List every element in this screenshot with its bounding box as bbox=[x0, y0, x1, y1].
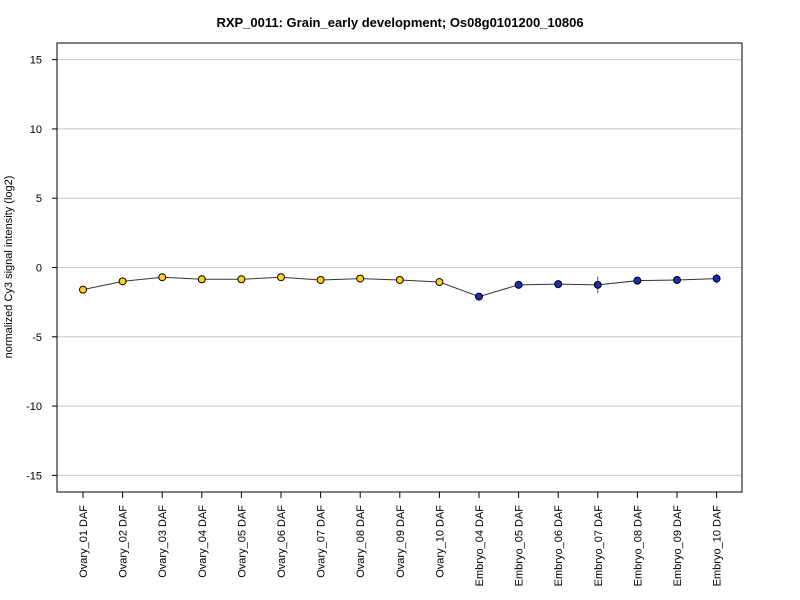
x-tick-label: Embryo_04 DAF bbox=[474, 505, 486, 587]
data-point bbox=[633, 276, 642, 285]
y-axis-label: normalized Cy3 signal intensity (log2) bbox=[3, 176, 15, 359]
x-tick-label: Embryo_09 DAF bbox=[672, 505, 684, 587]
data-point bbox=[554, 280, 563, 289]
series-layer bbox=[79, 273, 721, 301]
data-point bbox=[316, 275, 325, 284]
data-point bbox=[673, 275, 681, 284]
data-point bbox=[277, 273, 285, 282]
x-tick-label: Ovary_06 DAF bbox=[276, 505, 288, 578]
x-tick-label: Ovary_04 DAF bbox=[197, 505, 209, 578]
x-tick-label: Ovary_09 DAF bbox=[395, 505, 407, 578]
y-tick-label: -15 bbox=[26, 470, 42, 482]
data-point bbox=[593, 280, 602, 289]
data-point bbox=[475, 292, 483, 301]
data-point bbox=[395, 275, 404, 284]
y-tick-label: 0 bbox=[36, 263, 42, 275]
x-tick-label: Embryo_07 DAF bbox=[593, 505, 605, 587]
data-point bbox=[197, 275, 206, 284]
x-tick-label: Embryo_08 DAF bbox=[632, 505, 644, 587]
x-tick-label: Embryo_06 DAF bbox=[553, 505, 565, 587]
data-point bbox=[712, 274, 721, 283]
y-tick-label: 15 bbox=[30, 55, 42, 67]
x-tick-label: Ovary_07 DAF bbox=[316, 505, 328, 578]
y-tick-label: -5 bbox=[32, 332, 42, 344]
x-tick-label: Ovary_05 DAF bbox=[236, 505, 248, 578]
y-tick-label: -10 bbox=[26, 401, 42, 413]
y-axis: -15 -10 -5 0 5 10 15 bbox=[26, 55, 57, 482]
grid-layer bbox=[57, 59, 742, 476]
x-tick-label: Embryo_10 DAF bbox=[712, 505, 724, 587]
data-point bbox=[237, 275, 246, 284]
y-tick-label: 5 bbox=[36, 193, 42, 205]
data-point bbox=[158, 273, 167, 282]
x-tick-label: Ovary_02 DAF bbox=[118, 505, 130, 578]
x-axis: Ovary_01 DAF Ovary_02 DAF Ovary_03 DAF Ovar… bbox=[78, 492, 724, 586]
data-point bbox=[118, 277, 127, 286]
data-point bbox=[435, 278, 444, 287]
data-point bbox=[356, 274, 365, 283]
x-tick-label: Ovary_01 DAF bbox=[78, 505, 90, 578]
x-tick-label: Embryo_05 DAF bbox=[514, 505, 526, 587]
chart-title: RXP_0011: Grain_early development; Os08g… bbox=[216, 15, 583, 30]
y-tick-label: 10 bbox=[30, 124, 42, 136]
data-point bbox=[514, 280, 523, 289]
x-tick-label: Ovary_08 DAF bbox=[355, 505, 367, 578]
data-point bbox=[79, 285, 87, 294]
x-tick-label: Ovary_10 DAF bbox=[434, 505, 446, 578]
x-tick-label: Ovary_03 DAF bbox=[157, 505, 169, 578]
